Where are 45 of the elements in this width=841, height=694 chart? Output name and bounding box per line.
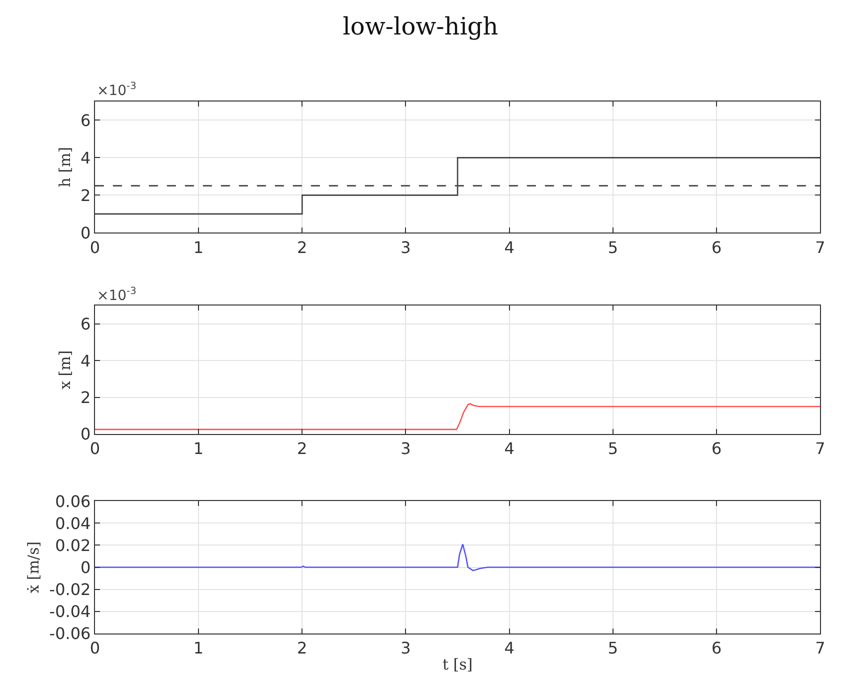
x-tick-label: 7 xyxy=(815,638,826,658)
x-tick-label: 1 xyxy=(193,238,204,257)
y-tick-label: 0 xyxy=(80,223,91,242)
x-tick-label: 1 xyxy=(193,439,204,458)
y-tick-label: 0.06 xyxy=(55,492,91,511)
y-tick-label: 4 xyxy=(80,351,91,370)
x-tick-label: 4 xyxy=(504,439,514,458)
y-tick-label: 0 xyxy=(80,424,91,444)
x-tick-label: 4 xyxy=(504,238,514,257)
x-tick-label: 6 xyxy=(711,439,722,458)
line-series xyxy=(94,543,820,572)
y-tick-label: -0.02 xyxy=(49,580,91,599)
x-tick-label: 6 xyxy=(711,638,722,658)
x-tick-label: 5 xyxy=(608,439,618,458)
x-tick-label: 2 xyxy=(297,439,308,458)
x-tick-label: 7 xyxy=(815,439,826,458)
x-tick-label: 7 xyxy=(815,238,826,257)
y-axis-title: x [m] xyxy=(56,350,74,390)
x-tick-label: 2 xyxy=(297,638,308,658)
y-tick-label: -0.04 xyxy=(49,602,91,621)
y-tick-label: 0 xyxy=(80,558,91,577)
x-tick-label: 4 xyxy=(504,638,514,658)
y-axis-title: h [m] xyxy=(56,146,74,188)
y-tick-label: 2 xyxy=(80,186,91,205)
x-tick-label: 3 xyxy=(400,439,411,458)
chart-title: low-low-high xyxy=(342,12,498,40)
x-tick-label: 6 xyxy=(711,238,722,257)
y-tick-label: 4 xyxy=(80,148,91,168)
y-tick-label: 6 xyxy=(80,314,91,334)
y-tick-label: -0.06 xyxy=(49,624,91,644)
x-tick-label: 2 xyxy=(297,238,308,257)
x-tick-label: 1 xyxy=(193,638,204,658)
x-tick-label: 5 xyxy=(608,638,618,658)
y-tick-label: 0.04 xyxy=(55,514,91,533)
x-tick-label: 3 xyxy=(400,638,411,658)
text: ×10$^{-3}$ xyxy=(97,81,136,99)
y-tick-label: 0.02 xyxy=(55,536,91,555)
text: ×10$^{-3}$ xyxy=(97,286,136,304)
x-tick-label: 5 xyxy=(608,238,618,257)
x-tick-label: 3 xyxy=(400,238,411,257)
y-axis-title: ẋ [m/s] xyxy=(24,541,43,594)
y-tick-label: 6 xyxy=(80,110,91,130)
line-series xyxy=(94,403,820,430)
y-tick-label: 2 xyxy=(80,388,91,407)
x-axis-title: t [s] xyxy=(442,656,473,674)
